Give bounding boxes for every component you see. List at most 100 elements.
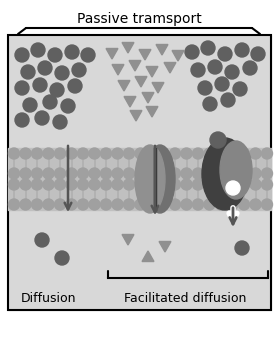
Circle shape bbox=[170, 179, 181, 190]
Circle shape bbox=[203, 97, 217, 111]
Ellipse shape bbox=[202, 138, 248, 210]
Circle shape bbox=[243, 61, 257, 75]
Circle shape bbox=[185, 45, 199, 59]
Circle shape bbox=[43, 168, 54, 179]
Circle shape bbox=[146, 179, 158, 190]
Polygon shape bbox=[146, 67, 158, 77]
Circle shape bbox=[215, 168, 227, 179]
Circle shape bbox=[158, 168, 169, 179]
Circle shape bbox=[239, 148, 249, 159]
Circle shape bbox=[35, 111, 49, 125]
Circle shape bbox=[112, 168, 123, 179]
Circle shape bbox=[135, 199, 146, 210]
Circle shape bbox=[53, 115, 67, 129]
Circle shape bbox=[181, 179, 192, 190]
Polygon shape bbox=[112, 64, 124, 75]
Circle shape bbox=[124, 148, 134, 159]
Bar bbox=[8, 35, 271, 310]
Circle shape bbox=[54, 168, 66, 179]
Circle shape bbox=[50, 83, 64, 97]
Polygon shape bbox=[164, 63, 176, 73]
Circle shape bbox=[227, 199, 238, 210]
Circle shape bbox=[61, 99, 75, 113]
Polygon shape bbox=[106, 48, 118, 59]
Circle shape bbox=[65, 45, 79, 59]
Circle shape bbox=[170, 199, 181, 210]
Circle shape bbox=[215, 199, 227, 210]
Circle shape bbox=[66, 168, 77, 179]
Circle shape bbox=[250, 179, 261, 190]
Circle shape bbox=[135, 148, 146, 159]
Polygon shape bbox=[122, 42, 134, 53]
Circle shape bbox=[100, 148, 112, 159]
Circle shape bbox=[170, 148, 181, 159]
Circle shape bbox=[181, 168, 192, 179]
Circle shape bbox=[81, 48, 95, 62]
Circle shape bbox=[32, 199, 42, 210]
Polygon shape bbox=[146, 106, 158, 117]
Circle shape bbox=[193, 148, 203, 159]
Circle shape bbox=[235, 43, 249, 57]
Circle shape bbox=[261, 148, 273, 159]
Circle shape bbox=[146, 148, 158, 159]
Circle shape bbox=[146, 168, 158, 179]
Bar bbox=[8, 35, 271, 310]
Circle shape bbox=[135, 179, 146, 190]
Circle shape bbox=[48, 48, 62, 62]
Circle shape bbox=[170, 168, 181, 179]
Circle shape bbox=[89, 148, 100, 159]
Circle shape bbox=[227, 179, 238, 190]
Circle shape bbox=[261, 168, 273, 179]
Polygon shape bbox=[130, 110, 142, 121]
Circle shape bbox=[158, 179, 169, 190]
Text: Facilitated diffusion: Facilitated diffusion bbox=[124, 292, 246, 305]
Circle shape bbox=[135, 168, 146, 179]
Circle shape bbox=[55, 66, 69, 80]
Circle shape bbox=[215, 77, 229, 91]
Circle shape bbox=[15, 81, 29, 95]
Circle shape bbox=[54, 148, 66, 159]
Ellipse shape bbox=[135, 145, 165, 213]
Circle shape bbox=[204, 168, 215, 179]
Circle shape bbox=[112, 199, 123, 210]
Circle shape bbox=[43, 95, 57, 109]
Circle shape bbox=[235, 241, 249, 255]
Circle shape bbox=[78, 148, 88, 159]
Circle shape bbox=[23, 98, 37, 112]
Circle shape bbox=[54, 179, 66, 190]
Circle shape bbox=[55, 251, 69, 265]
Circle shape bbox=[66, 148, 77, 159]
Circle shape bbox=[124, 179, 134, 190]
Circle shape bbox=[198, 81, 212, 95]
Polygon shape bbox=[124, 96, 136, 107]
Circle shape bbox=[251, 47, 265, 61]
Ellipse shape bbox=[145, 145, 175, 213]
Circle shape bbox=[20, 199, 31, 210]
Circle shape bbox=[225, 65, 239, 79]
Polygon shape bbox=[172, 51, 184, 61]
Circle shape bbox=[210, 132, 226, 148]
Circle shape bbox=[8, 148, 20, 159]
Circle shape bbox=[233, 82, 247, 96]
Polygon shape bbox=[122, 235, 134, 245]
Circle shape bbox=[32, 148, 42, 159]
Circle shape bbox=[38, 61, 52, 75]
Circle shape bbox=[158, 199, 169, 210]
Circle shape bbox=[204, 199, 215, 210]
Circle shape bbox=[33, 78, 47, 92]
Polygon shape bbox=[159, 241, 171, 252]
Circle shape bbox=[204, 179, 215, 190]
Circle shape bbox=[221, 93, 235, 107]
Circle shape bbox=[15, 48, 29, 62]
Circle shape bbox=[158, 148, 169, 159]
Circle shape bbox=[20, 179, 31, 190]
Circle shape bbox=[32, 179, 42, 190]
Circle shape bbox=[20, 168, 31, 179]
Circle shape bbox=[239, 179, 249, 190]
Circle shape bbox=[193, 168, 203, 179]
Circle shape bbox=[35, 233, 49, 247]
Circle shape bbox=[250, 148, 261, 159]
Circle shape bbox=[218, 47, 232, 61]
Polygon shape bbox=[139, 49, 151, 60]
Circle shape bbox=[32, 168, 42, 179]
